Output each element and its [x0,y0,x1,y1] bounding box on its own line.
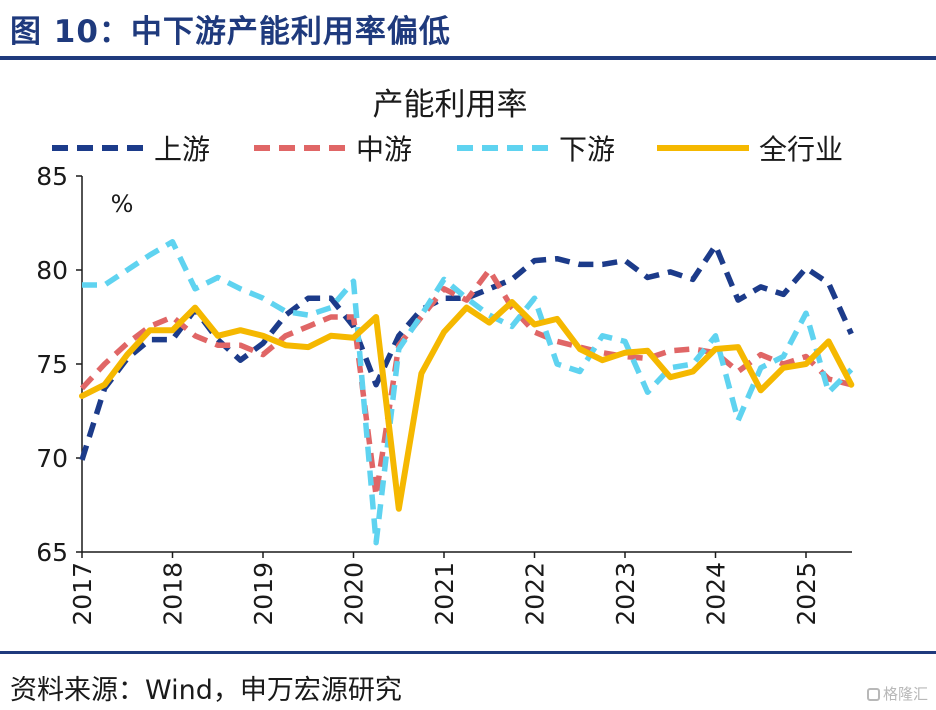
y-tick-label: 65 [36,538,68,567]
figure-title: 图 10：中下游产能利用率偏低 [10,14,451,50]
y-tick-label: 70 [36,444,68,473]
series-line-3 [82,239,854,546]
chart-title: 产能利用率 [373,87,528,123]
legend-label-2: 中游 [356,133,412,166]
watermark-text: 格隆汇 [882,685,928,703]
legend-label-4: 全行业 [759,133,843,166]
y-unit-label: % [111,190,134,218]
x-tick-label: 2020 [340,562,369,626]
title-rule [0,56,936,60]
series-line-2 [79,267,852,499]
x-tick-label: 2019 [249,562,278,626]
y-tick-label: 75 [36,350,68,379]
watermark-logo-icon [866,688,880,701]
x-tick-label: 2022 [521,562,550,626]
x-tick-label: 2017 [68,562,97,626]
x-tick-label: 2023 [611,562,640,626]
x-tick-label: 2021 [430,562,459,626]
source-note: 资料来源：Wind，申万宏源研究 [10,675,402,706]
legend-label-3: 下游 [559,133,615,166]
x-tick-label: 2025 [792,562,821,626]
y-tick-label: 85 [36,162,68,191]
x-tick-label: 2018 [159,562,188,626]
legend-label-1: 上游 [154,133,210,166]
series-line-1 [79,242,854,461]
footer-rule [0,651,936,654]
watermark: 格隆汇 [866,683,928,704]
y-tick-label: 80 [36,256,68,285]
x-tick-label: 2024 [702,562,731,626]
series-line-4 [79,299,855,512]
